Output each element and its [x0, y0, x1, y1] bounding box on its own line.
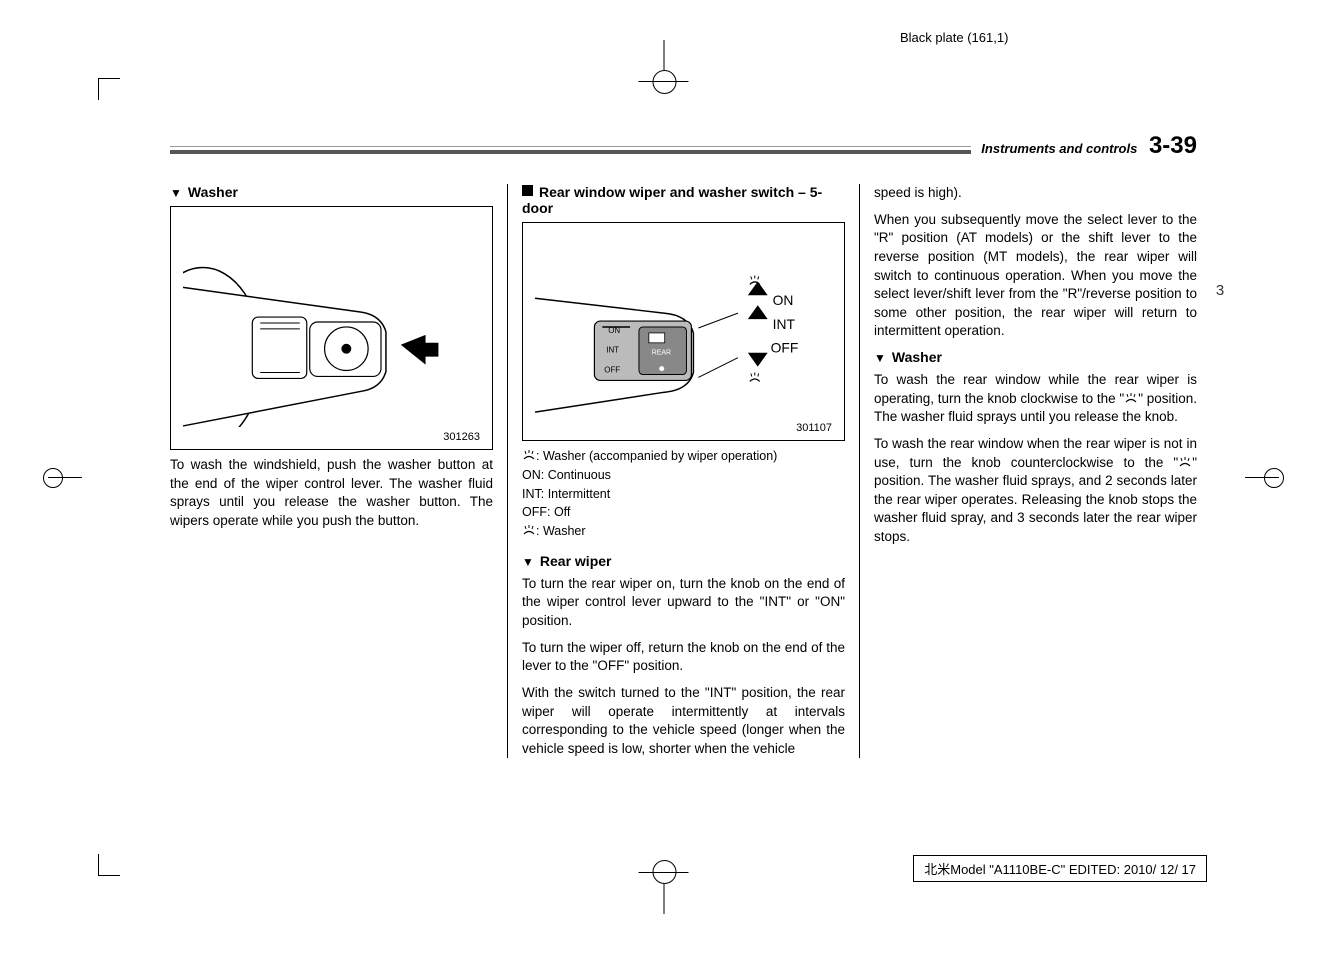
legend: ON: Continuous — [522, 466, 845, 485]
triangle-bullet-icon: ▼ — [874, 351, 886, 365]
washer-icon — [1178, 457, 1192, 468]
triangle-bullet-icon: ▼ — [170, 186, 182, 200]
heading-rear-wiper: ▼ Rear wiper — [522, 553, 845, 569]
page-number: 3-39 — [1149, 132, 1197, 159]
heading-washer: ▼ Washer — [874, 349, 1197, 365]
heading-text: Rear wiper — [540, 553, 612, 569]
legend: INT: Intermittent — [522, 485, 845, 504]
paragraph: To wash the rear window when the rear wi… — [874, 435, 1197, 547]
legend: : Washer — [522, 522, 845, 541]
paragraph: speed is high). — [874, 184, 1197, 203]
washer-lever-illustration — [183, 217, 480, 427]
paragraph: To turn the rear wiper on, turn the knob… — [522, 575, 845, 631]
heading-rear-wiper-switch: Rear window wiper and washer switch – 5-… — [522, 184, 845, 216]
chapter-tab: 3 — [1208, 282, 1232, 306]
paragraph: To wash the rear window while the rear w… — [874, 371, 1197, 427]
footer-cjk: 北米 — [924, 862, 950, 877]
legend: OFF: Off — [522, 503, 845, 522]
crop-mark-bottom — [663, 884, 664, 914]
crop-mark-top — [663, 40, 664, 70]
figure-washer-lever: 301263 — [170, 206, 493, 450]
column-rule — [859, 184, 860, 758]
paragraph: To wash the windshield, push the washer … — [170, 456, 493, 531]
figure-id: 301107 — [535, 422, 832, 434]
heading-text: Washer — [892, 349, 942, 365]
crop-mark-right — [1245, 477, 1279, 478]
column-rule — [507, 184, 508, 758]
column-1: ▼ Washer — [170, 184, 493, 758]
washer-icon — [522, 525, 536, 536]
legend: : Washer (accompanied by wiper operation… — [522, 447, 845, 466]
heading-washer: ▼ Washer — [170, 184, 493, 200]
svg-text:OFF: OFF — [604, 366, 620, 375]
paragraph: To turn the wiper off, return the knob o… — [522, 639, 845, 676]
triangle-bullet-icon: ▼ — [522, 555, 534, 569]
heading-text: Rear window wiper and washer switch – 5-… — [522, 184, 822, 216]
footer-text: Model "A1110BE-C" EDITED: 2010/ 12/ 17 — [950, 862, 1196, 877]
rear-switch-illustration: ON INT OFF REAR ON INT OFF — [535, 233, 832, 418]
legend-text: : Washer — [536, 524, 586, 538]
washer-icon — [1124, 393, 1138, 404]
section-name: Instruments and controls — [981, 141, 1137, 156]
legend-text: : Washer (accompanied by wiper operation… — [536, 449, 777, 463]
column-2: Rear window wiper and washer switch – 5-… — [522, 184, 845, 758]
text-run: To wash the rear window when the rear wi… — [874, 436, 1197, 470]
svg-text:ON: ON — [773, 292, 794, 308]
figure-id: 301263 — [183, 431, 480, 443]
svg-text:OFF: OFF — [771, 340, 799, 356]
crop-mark-left — [48, 477, 82, 478]
svg-text:INT: INT — [773, 316, 796, 332]
corner-mark — [98, 854, 120, 876]
heading-text: Washer — [188, 184, 238, 200]
washer-icon — [522, 450, 536, 461]
corner-mark — [98, 78, 120, 100]
page-content: Instruments and controls 3-39 3 ▼Washer — [170, 140, 1197, 854]
paragraph: With the switch turned to the "INT" posi… — [522, 684, 845, 759]
plate-label: Black plate (161,1) — [900, 30, 1008, 45]
paragraph: When you subsequently move the select le… — [874, 211, 1197, 341]
square-bullet-icon — [522, 185, 533, 196]
column-3: speed is high). When you subsequently mo… — [874, 184, 1197, 758]
running-header: Instruments and controls 3-39 — [971, 132, 1197, 160]
figure-rear-switch: ON INT OFF REAR ON INT OFF — [522, 222, 845, 441]
svg-text:REAR: REAR — [652, 350, 671, 357]
svg-text:INT: INT — [606, 346, 619, 355]
footer-edit-info: 北米Model "A1110BE-C" EDITED: 2010/ 12/ 17 — [913, 855, 1207, 882]
